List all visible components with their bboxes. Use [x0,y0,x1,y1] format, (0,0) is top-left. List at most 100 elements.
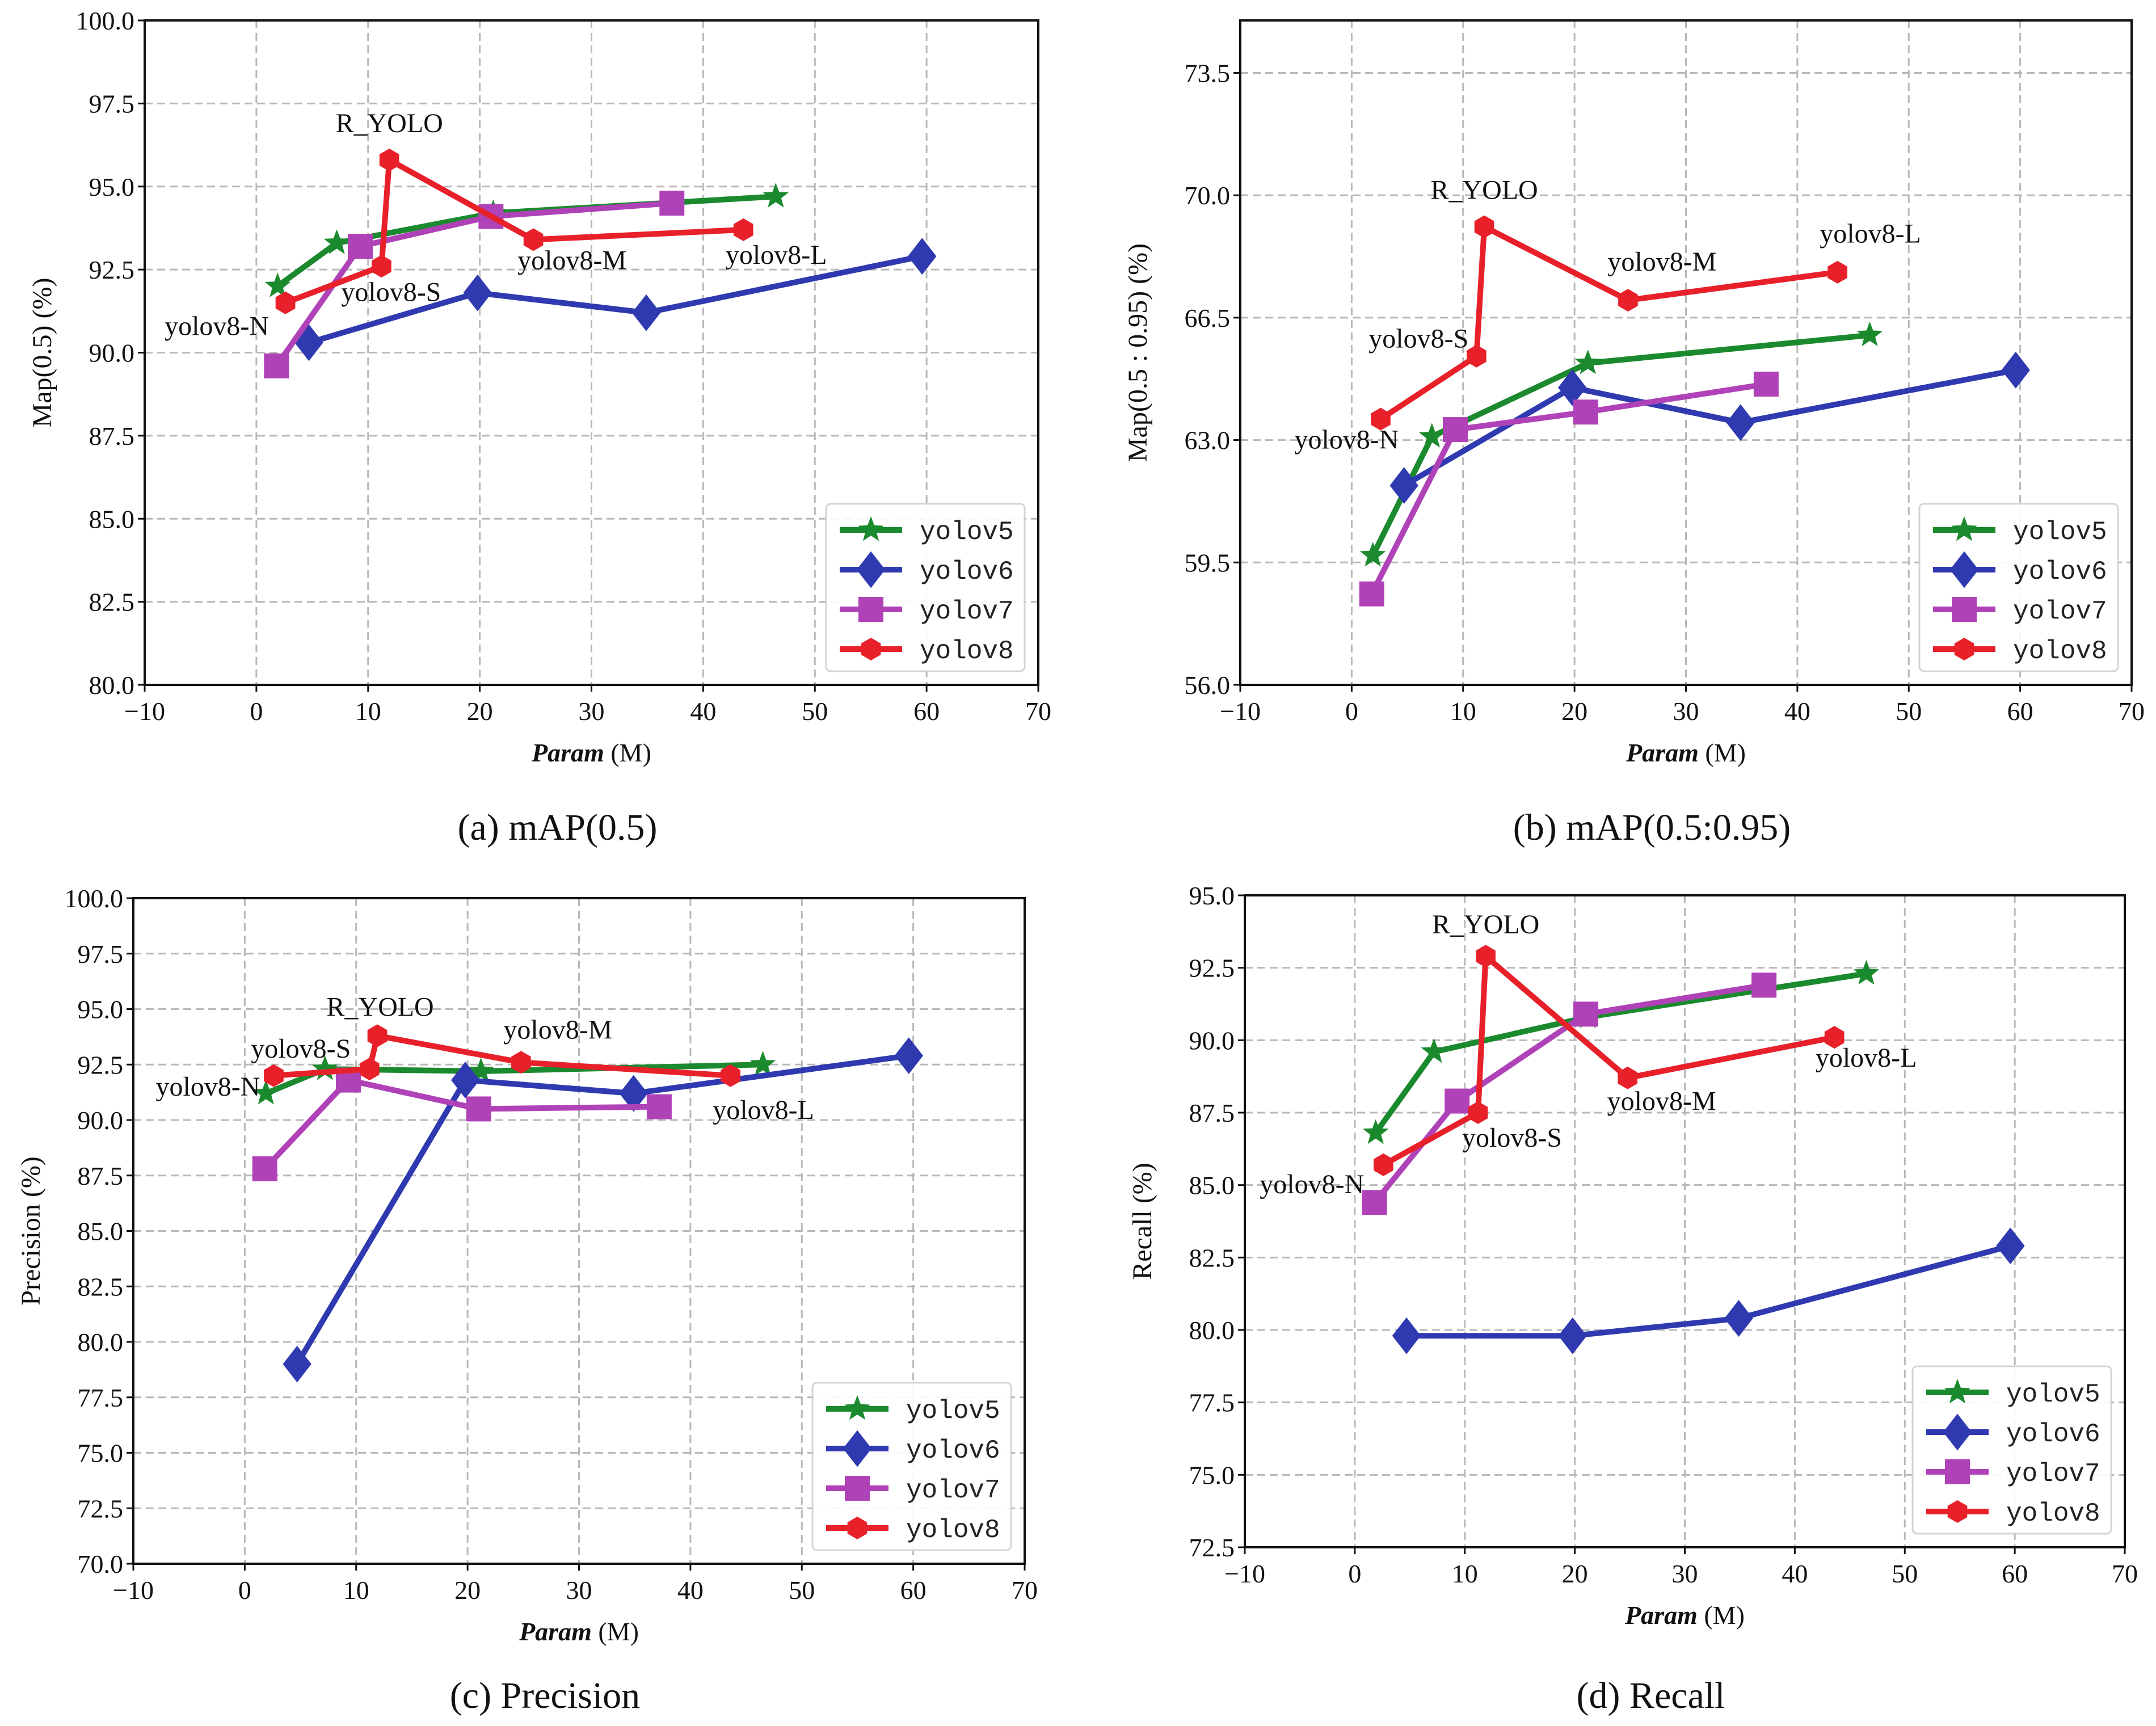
y-tick-label: 100.0 [76,6,135,35]
series-yolov8 [264,1024,740,1087]
legend-item-yolov5: yolov5 [1933,516,2107,547]
series-line-yolov6 [1403,367,2016,489]
chart-caption: (c) Precision [450,1675,640,1716]
y-tick-label: 63.0 [1185,426,1231,455]
data-point-yolov6 [631,294,661,331]
data-point-yolov8 [1618,1066,1637,1089]
legend-marker-star [1951,516,1977,541]
y-tick-label: 82.5 [78,1272,124,1301]
data-point-yolov8 [1474,215,1494,238]
series-yolov6 [1392,1227,2025,1354]
data-point-yolov5 [1418,423,1445,448]
data-point-yolov8 [1371,407,1391,431]
data-point-yolov7 [659,191,685,216]
legend-item-yolov8: yolov8 [1933,637,2107,666]
data-point-yolov6 [1389,467,1418,504]
chart-panel-3: −10 0 10 20 30 40 50 60 70 70.0 72.5 75.0 77.5 80.0 82… [16,884,1038,1646]
series-yolov7 [252,1067,672,1182]
y-tick-label: 70.0 [78,1550,124,1578]
point-annotation: yolov8-S [1368,324,1468,354]
legend-marker-star [1944,1379,1970,1404]
data-point-yolov6 [1558,1317,1587,1354]
point-annotation: R_YOLO [1432,910,1539,940]
series-line-yolov6 [1407,1243,2011,1339]
legend-item-yolov5: yolov5 [1926,1379,2100,1409]
y-tick-label: 75.0 [1189,1460,1235,1489]
x-tick-label: 50 [802,697,828,726]
data-point-yolov7 [1751,973,1777,998]
legend-label: yolov5 [920,517,1014,547]
legend-marker-hexagon [1947,1500,1968,1523]
data-point-yolov8 [372,255,391,278]
data-point-yolov7 [1362,1190,1387,1215]
point-annotation: yolov8-S [1462,1123,1562,1153]
point-annotation: yolov8-L [1820,219,1921,249]
legend-label: yolov7 [920,597,1014,626]
point-annotation: yolov8-L [713,1095,814,1125]
x-tick-label: 40 [1784,697,1810,726]
y-tick-label: 92.5 [89,255,135,284]
data-point-yolov6 [1996,1227,2025,1265]
point-annotation: yolov8-N [1260,1169,1364,1199]
plot-frame [132,897,1026,1565]
y-tick-label: 56.0 [1185,671,1231,700]
data-point-yolov8 [523,228,544,251]
point-annotation: R_YOLO [326,992,433,1022]
legend-marker-diamond [843,1430,872,1467]
data-point-yolov8 [1824,1026,1845,1049]
x-tick-label: −10 [124,697,165,726]
x-tick-label: 50 [1896,697,1922,726]
legend-box [1911,1365,2112,1535]
y-tick-label: 77.5 [1189,1388,1235,1417]
data-point-yolov5 [323,229,350,254]
y-tick-label: 97.5 [78,940,124,969]
data-point-yolov6 [283,1345,311,1383]
y-tick-label: 82.5 [89,588,135,617]
x-tick-label: 10 [343,1576,369,1605]
legend-label: yolov8 [2006,1499,2100,1529]
y-axis-label: Map(0.5 : 0.95) (%) [1123,243,1153,462]
legend-marker-square [858,597,883,622]
data-point-yolov8 [733,218,753,241]
x-tick-label: 30 [566,1576,592,1605]
legend-marker-diamond [856,551,886,588]
point-annotation: R_YOLO [335,108,443,138]
y-axis-label: Recall (%) [1127,1163,1157,1280]
y-tick-label: 92.5 [1189,954,1235,983]
data-point-yolov7 [1443,417,1468,443]
legend-marker-square [1952,597,1977,622]
legend-marker-diamond [1943,1413,1972,1451]
legend-label: yolov7 [2006,1459,2100,1489]
legend-label: yolov6 [2013,557,2107,587]
data-point-yolov7 [347,234,373,259]
x-tick-label: 10 [1452,1559,1478,1588]
legend-item-yolov8: yolov8 [1926,1499,2100,1529]
legend-item-yolov7: yolov7 [1933,597,2107,626]
series-yolov6 [1389,351,2030,504]
point-annotation: R_YOLO [1430,175,1538,205]
data-point-yolov7 [264,353,289,378]
data-point-yolov8 [379,148,399,171]
y-tick-label: 72.5 [78,1494,124,1523]
x-axis-label-italic: Param [531,738,604,767]
y-tick-label: 72.5 [1189,1533,1235,1562]
data-point-yolov6 [450,1062,480,1099]
data-point-yolov8 [1468,1101,1488,1124]
x-tick-label: 0 [1348,1559,1361,1588]
y-tick-label: 92.5 [78,1050,124,1079]
point-annotation: yolov8-M [1607,1087,1716,1117]
point-annotation: yolov8-M [517,245,626,275]
data-point-yolov7 [1753,371,1779,397]
x-tick-label: 20 [1562,1559,1588,1588]
x-tick-label: 70 [1012,1576,1038,1605]
x-tick-label: 60 [2007,697,2033,726]
data-point-yolov6 [908,238,937,275]
series-line-yolov7 [263,1077,659,1171]
y-tick-label: 90.0 [89,339,135,368]
point-annotation: yolov8-N [155,1072,260,1102]
legend-item-yolov6: yolov6 [840,551,1014,588]
point-annotation: yolov8-S [341,277,441,307]
legend-marker-star [858,516,884,541]
point-annotation: yolov8-M [1607,247,1716,277]
legend-label: yolov6 [920,557,1014,587]
